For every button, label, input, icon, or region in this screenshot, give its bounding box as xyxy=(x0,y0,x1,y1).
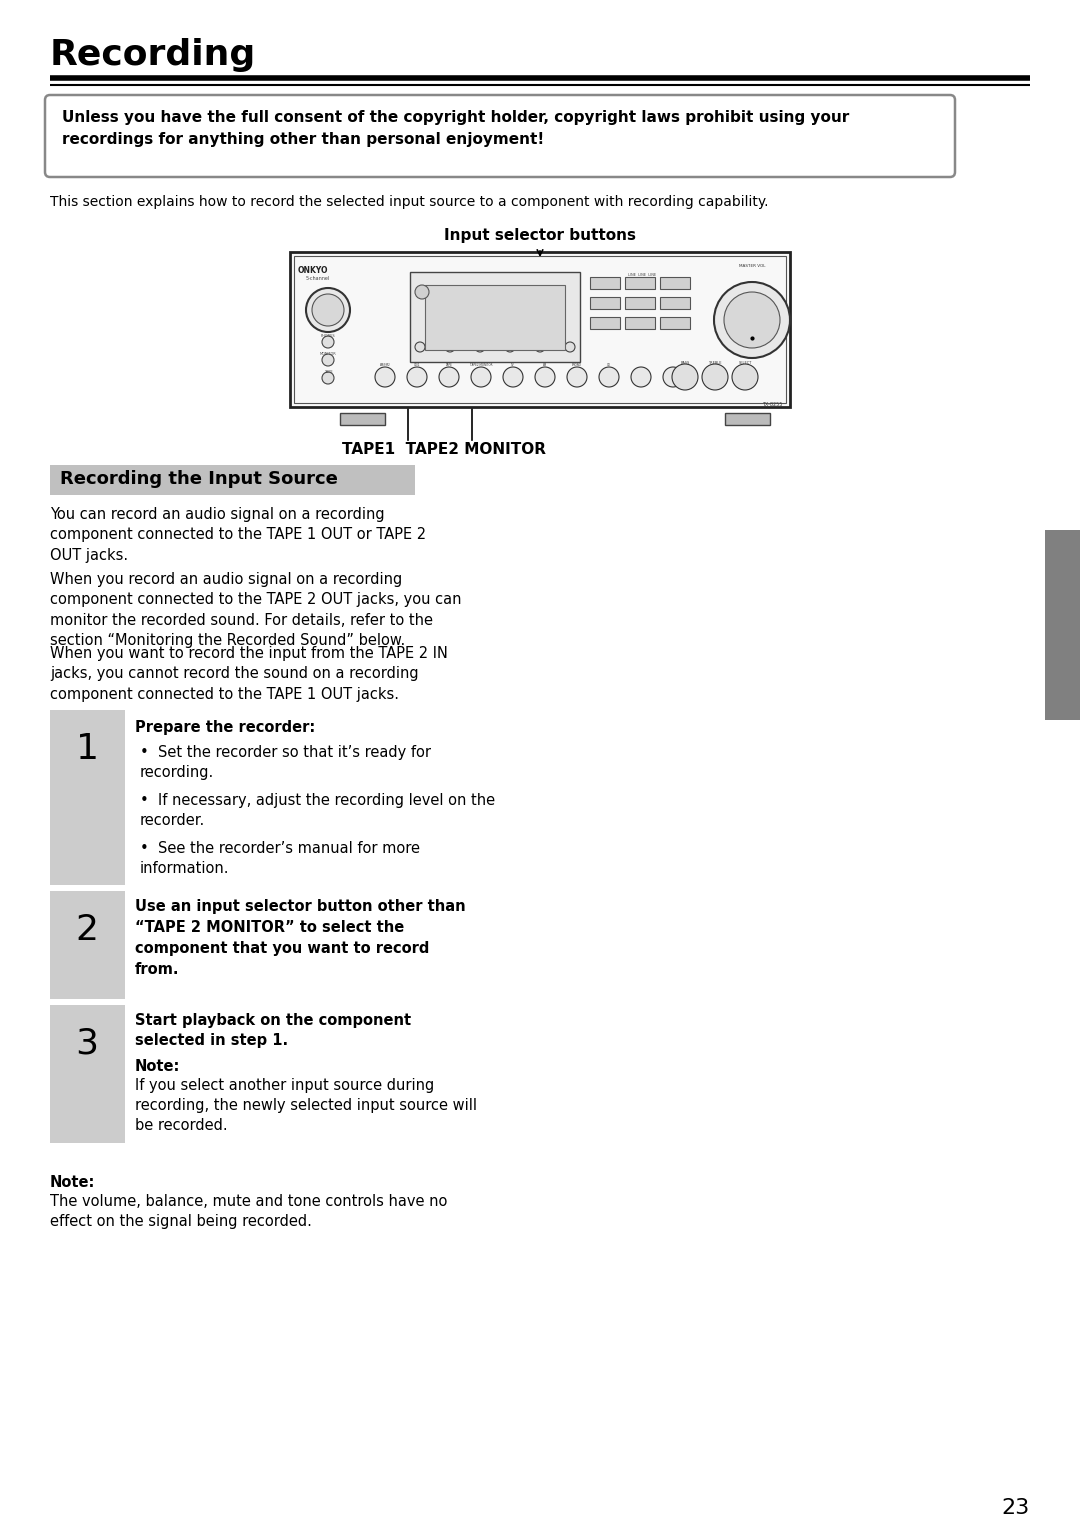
Bar xyxy=(660,317,690,330)
Circle shape xyxy=(415,285,429,299)
Text: Prepare the recorder:: Prepare the recorder: xyxy=(135,720,315,736)
Circle shape xyxy=(732,365,758,391)
Circle shape xyxy=(445,342,455,353)
Bar xyxy=(125,1006,730,1143)
Text: SELECT: SELECT xyxy=(739,362,752,365)
FancyBboxPatch shape xyxy=(45,95,955,177)
Text: MONITOR: MONITOR xyxy=(320,353,336,356)
Bar xyxy=(1045,530,1080,720)
Bar xyxy=(340,414,384,426)
Text: PHONES: PHONES xyxy=(321,334,335,337)
Text: Use an input selector button other than
“TAPE 2 MONITOR” to select the
component: Use an input selector button other than … xyxy=(135,899,465,977)
Text: 2: 2 xyxy=(76,913,98,948)
Bar xyxy=(50,891,125,1000)
Text: Input selector buttons: Input selector buttons xyxy=(444,227,636,243)
Circle shape xyxy=(312,295,345,327)
Text: Start playback on the component
selected in step 1.: Start playback on the component selected… xyxy=(135,1013,411,1048)
Circle shape xyxy=(322,372,334,385)
Text: •  Set the recorder so that it’s ready for
recording.: • Set the recorder so that it’s ready fo… xyxy=(140,745,431,780)
Bar xyxy=(660,298,690,308)
Bar xyxy=(625,298,654,308)
Bar xyxy=(125,710,730,885)
Text: TX-8255: TX-8255 xyxy=(761,401,782,407)
Text: Recording: Recording xyxy=(50,38,256,72)
Text: LINE  LINE  LINE: LINE LINE LINE xyxy=(627,273,656,278)
Text: Note:: Note: xyxy=(135,1059,180,1074)
Circle shape xyxy=(702,365,728,391)
Text: PHONO: PHONO xyxy=(572,363,582,366)
Circle shape xyxy=(415,342,426,353)
Bar xyxy=(125,891,730,1000)
Circle shape xyxy=(672,365,698,391)
Text: •  See the recorder’s manual for more
information.: • See the recorder’s manual for more inf… xyxy=(140,841,420,876)
Circle shape xyxy=(503,366,523,388)
Text: TAPE1  TAPE2 MONITOR: TAPE1 TAPE2 MONITOR xyxy=(342,443,546,456)
Text: TV: TV xyxy=(511,363,515,366)
Circle shape xyxy=(663,366,683,388)
Circle shape xyxy=(724,291,780,348)
Bar xyxy=(50,1006,125,1143)
Circle shape xyxy=(375,366,395,388)
Circle shape xyxy=(306,288,350,333)
Bar xyxy=(660,278,690,288)
Bar xyxy=(590,317,620,330)
Bar xyxy=(590,298,620,308)
Bar xyxy=(590,278,620,288)
Circle shape xyxy=(535,366,555,388)
Text: AM: AM xyxy=(543,363,548,366)
Text: Recording the Input Source: Recording the Input Source xyxy=(60,470,338,488)
Circle shape xyxy=(714,282,789,359)
Text: 5-channel: 5-channel xyxy=(306,276,330,281)
Text: •  If necessary, adjust the recording level on the
recorder.: • If necessary, adjust the recording lev… xyxy=(140,794,495,827)
Circle shape xyxy=(322,336,334,348)
Circle shape xyxy=(599,366,619,388)
Text: Note:: Note: xyxy=(50,1175,95,1190)
Circle shape xyxy=(631,366,651,388)
Text: BASS: BASS xyxy=(680,362,690,365)
Text: 3: 3 xyxy=(76,1027,98,1061)
Text: CD: CD xyxy=(607,363,611,366)
Bar xyxy=(625,278,654,288)
Bar xyxy=(50,710,125,885)
Bar xyxy=(426,285,565,349)
Bar xyxy=(50,465,415,494)
Text: You can record an audio signal on a recording
component connected to the TAPE 1 : You can record an audio signal on a reco… xyxy=(50,507,427,563)
Bar xyxy=(291,252,789,407)
Text: Unless you have the full consent of the copyright holder, copyright laws prohibi: Unless you have the full consent of the … xyxy=(62,110,849,146)
Text: This section explains how to record the selected input source to a component wit: This section explains how to record the … xyxy=(50,195,769,209)
Circle shape xyxy=(471,366,491,388)
Bar xyxy=(625,317,654,330)
Text: 23: 23 xyxy=(1002,1499,1030,1518)
Text: TAPE: TAPE xyxy=(324,369,333,374)
Text: TREBLE: TREBLE xyxy=(708,362,721,365)
Text: TAPE2 MONITOR: TAPE2 MONITOR xyxy=(470,363,492,366)
Text: MASTER VOL: MASTER VOL xyxy=(739,264,766,269)
Text: When you want to record the input from the TAPE 2 IN
jacks, you cannot record th: When you want to record the input from t… xyxy=(50,645,448,702)
Circle shape xyxy=(567,366,588,388)
Bar xyxy=(410,272,580,362)
Circle shape xyxy=(535,342,545,353)
Text: The volume, balance, mute and tone controls have no
effect on the signal being r: The volume, balance, mute and tone contr… xyxy=(50,1193,447,1228)
Circle shape xyxy=(505,342,515,353)
Text: TAPE: TAPE xyxy=(446,363,453,366)
Circle shape xyxy=(407,366,427,388)
Text: ONKYO: ONKYO xyxy=(298,266,328,275)
Text: When you record an audio signal on a recording
component connected to the TAPE 2: When you record an audio signal on a rec… xyxy=(50,572,461,649)
Circle shape xyxy=(438,366,459,388)
Circle shape xyxy=(475,342,485,353)
Circle shape xyxy=(565,342,575,353)
Text: If you select another input source during
recording, the newly selected input so: If you select another input source durin… xyxy=(135,1077,477,1132)
Bar xyxy=(294,256,786,403)
Text: AM/FM2: AM/FM2 xyxy=(380,363,390,366)
Circle shape xyxy=(322,354,334,366)
Text: 1: 1 xyxy=(76,732,98,766)
Text: CD/1: CD/1 xyxy=(414,363,420,366)
Bar xyxy=(725,414,770,426)
